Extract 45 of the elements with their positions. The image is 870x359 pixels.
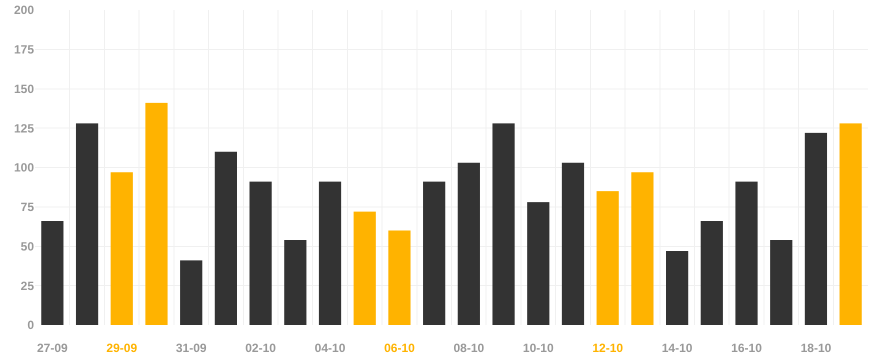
- bar: [804, 132, 828, 325]
- bar: [145, 102, 168, 325]
- x-tick-label: 16-10: [731, 341, 762, 355]
- y-tick-label: 0: [27, 318, 34, 332]
- y-tick-label: 175: [14, 42, 34, 57]
- bar: [423, 182, 446, 325]
- bar: [41, 221, 64, 325]
- bar: [180, 260, 202, 325]
- y-tick-label: 200: [14, 3, 34, 18]
- bar: [354, 212, 376, 325]
- x-tick-label: 04-10: [314, 341, 346, 355]
- y-tick-label: 150: [14, 82, 34, 96]
- x-tick-label: 18-10: [800, 341, 832, 355]
- y-tick-label: 125: [14, 121, 34, 136]
- y-tick-label: 75: [20, 200, 34, 214]
- bar: [76, 123, 98, 325]
- bar: [666, 250, 688, 325]
- y-tick-label: 25: [20, 278, 34, 293]
- bar: [214, 152, 237, 325]
- bar: [527, 202, 550, 325]
- bar: [770, 240, 792, 325]
- bar: [596, 191, 619, 325]
- bar: [110, 172, 133, 325]
- bar: [700, 221, 723, 325]
- bar: [388, 230, 411, 325]
- y-tick-label: 50: [20, 239, 34, 254]
- bar: [250, 182, 272, 325]
- bar: [840, 123, 862, 325]
- bar: [562, 162, 584, 325]
- x-tick-label: 12-10: [592, 341, 624, 355]
- bar: [631, 172, 654, 325]
- x-tick-label: 14-10: [662, 341, 693, 355]
- y-tick-label: 100: [14, 160, 34, 175]
- x-tick-label: 29-09: [106, 341, 138, 355]
- x-tick-label: 06-10: [384, 341, 416, 355]
- bar: [284, 240, 306, 325]
- bar: [492, 123, 515, 325]
- bar: [735, 182, 758, 325]
- bar: [458, 162, 480, 325]
- x-tick-label: 31-09: [176, 341, 207, 355]
- x-tick-label: 08-10: [454, 341, 485, 355]
- x-tick-label: 27-09: [37, 341, 68, 355]
- bar: [318, 182, 342, 325]
- x-tick-label: 10-10: [522, 341, 554, 355]
- x-tick-label: 02-10: [245, 341, 276, 355]
